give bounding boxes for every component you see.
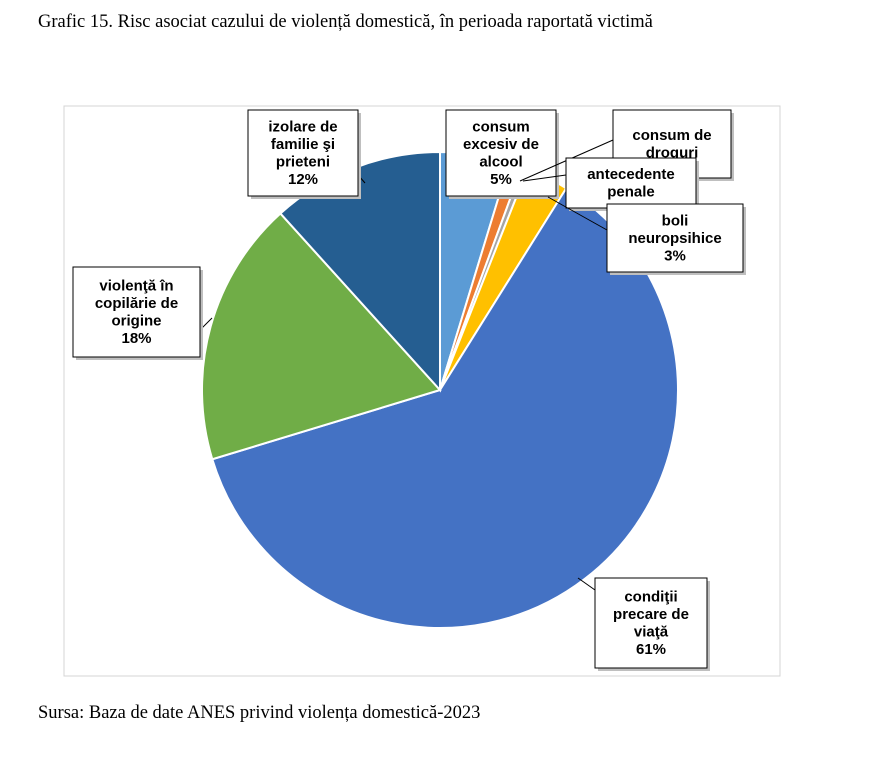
label-text-alcool: alcool bbox=[479, 154, 522, 171]
label-box-conditii bbox=[594, 577, 708, 669]
label-box-violenta bbox=[72, 266, 201, 358]
label-box-boli bbox=[606, 203, 744, 273]
label-percent-boli: 3% bbox=[664, 247, 686, 264]
label-text-conditii: viaţă bbox=[634, 624, 669, 641]
label-text-penale: penale bbox=[607, 184, 655, 201]
leader-line-boli bbox=[547, 196, 608, 231]
label-text-izolare: izolare de bbox=[268, 119, 337, 136]
label-text-droguri: consum de bbox=[632, 127, 711, 144]
label-text-conditii: precare de bbox=[613, 606, 689, 623]
label-text-boli: boli bbox=[662, 212, 689, 229]
label-box-izolare bbox=[247, 109, 359, 197]
label-text-izolare: prieteni bbox=[276, 154, 330, 171]
leader-line-penale bbox=[522, 174, 567, 182]
pie-slices bbox=[201, 150, 679, 629]
pie-slice-conditii bbox=[211, 186, 679, 629]
pie-slice-violenta bbox=[201, 212, 442, 461]
label-text-alcool: excesiv de bbox=[463, 136, 539, 153]
label-text-alcool: consum bbox=[472, 119, 530, 136]
label-box-alcool bbox=[445, 109, 557, 197]
source-note: Sursa: Baza de date ANES privind violenț… bbox=[38, 703, 481, 723]
label-percent-izolare: 12% bbox=[288, 171, 318, 188]
label-text-violenta: origine bbox=[111, 313, 161, 330]
label-percent-violenta: 18% bbox=[121, 330, 151, 347]
leader-line-conditii bbox=[577, 577, 596, 591]
label-percent-alcool: 5% bbox=[490, 171, 512, 188]
label-text-penale: antecedente bbox=[587, 166, 675, 183]
label-text-izolare: familie şi bbox=[271, 136, 335, 153]
label-text-droguri: droguri bbox=[646, 145, 699, 162]
label-text-violenta: violenţă în bbox=[99, 278, 173, 295]
label-text-boli: neuropsihice bbox=[628, 230, 721, 247]
label-text-violenta: copilărie de bbox=[95, 295, 178, 312]
figure-caption: Grafic 15. Risc asociat cazului de viole… bbox=[38, 12, 653, 32]
label-percent-conditii: 61% bbox=[636, 641, 666, 658]
label-text-conditii: condiţii bbox=[624, 589, 677, 606]
